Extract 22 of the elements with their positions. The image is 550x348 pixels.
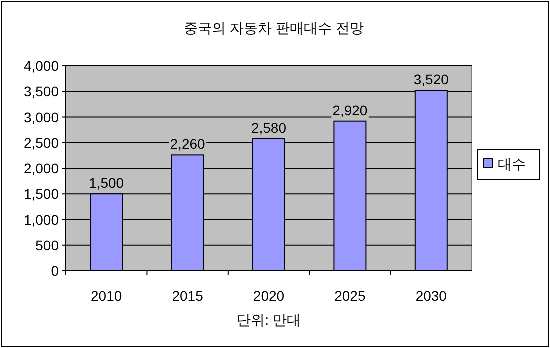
- data-label: 1,500: [89, 175, 124, 192]
- y-tick-label: 3,500: [24, 84, 60, 100]
- y-tick-label: 1,500: [24, 186, 60, 202]
- x-tick-label: 2020: [253, 288, 285, 304]
- y-tick-label: 0: [51, 263, 60, 279]
- y-tick-label: 3,000: [24, 109, 60, 126]
- data-label: 2,580: [251, 120, 287, 136]
- data-label: 3,520: [414, 72, 450, 88]
- y-tick-label: 2,500: [24, 134, 60, 151]
- data-label: 2,260: [170, 136, 206, 152]
- x-tick-label: 2015: [172, 288, 204, 304]
- y-tick-label: 2,000: [24, 160, 60, 176]
- chart-title: 중국의 자동차 판매대수 전망: [184, 20, 364, 36]
- y-tick-label: 1,000: [24, 212, 60, 228]
- x-tick-label: 2025: [334, 288, 366, 304]
- x-tick-label: 2030: [416, 288, 448, 304]
- y-tick-label: 500: [36, 237, 60, 254]
- legend-label: 대수: [498, 156, 526, 172]
- y-tick-label: 4,000: [24, 58, 60, 74]
- x-tick-label: 2010: [91, 288, 122, 304]
- data-label: 2,920: [332, 102, 368, 118]
- x-axis-title: 단위: 만대: [237, 312, 301, 328]
